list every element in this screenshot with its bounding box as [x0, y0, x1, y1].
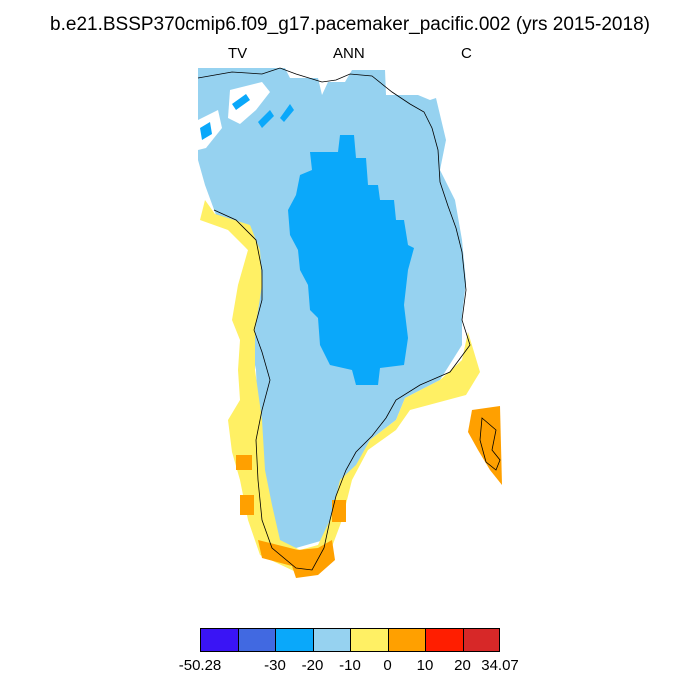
- colorbar-tick-label: -20: [301, 657, 324, 674]
- region-edge-east-island: [468, 406, 502, 485]
- colorbar-tick-label: -30: [264, 657, 286, 674]
- region-edge-sw2: [240, 495, 254, 515]
- region-nw-streak-1: [232, 94, 250, 110]
- colorbar-tick-label: 10: [416, 657, 434, 674]
- region-edge-south: [258, 540, 335, 578]
- region-nw-water: [228, 82, 270, 124]
- region-nw-streak-2: [258, 110, 274, 128]
- colorbar-swatch: [312, 628, 350, 652]
- region-nw-streak-4: [200, 122, 212, 140]
- colorbar-tick-label: -50.28: [178, 657, 222, 674]
- colorbar-swatch: [462, 628, 500, 652]
- colorbar-tick-label: 34.07: [481, 657, 519, 674]
- coastline: [197, 67, 471, 571]
- colorbar-tick-label: 0: [383, 657, 392, 674]
- region-margin-west: [200, 200, 480, 572]
- colorbar-swatch: [350, 628, 388, 652]
- colorbar-swatch: [387, 628, 425, 652]
- region-interior: [288, 135, 414, 385]
- colorbar-swatch: [237, 628, 275, 652]
- colorbar-swatch: [425, 628, 463, 652]
- colorbar-tick-label: -10: [339, 657, 361, 674]
- coastline-island: [479, 417, 501, 471]
- region-nw-streak-3: [280, 104, 294, 122]
- region-edge-sw1: [236, 455, 252, 470]
- subtitle-left: TV: [228, 45, 248, 62]
- plot-title: b.e21.BSSP370cmip6.f09_g17.pacemaker_pac…: [50, 14, 650, 35]
- subtitle-center: ANN: [333, 45, 365, 62]
- colorbar-swatch: [200, 628, 238, 652]
- colorbar-tick-label: 20: [454, 657, 471, 674]
- colorbar-swatch: [275, 628, 313, 652]
- subtitle-right: C: [461, 45, 472, 62]
- region-edge-se: [332, 500, 346, 522]
